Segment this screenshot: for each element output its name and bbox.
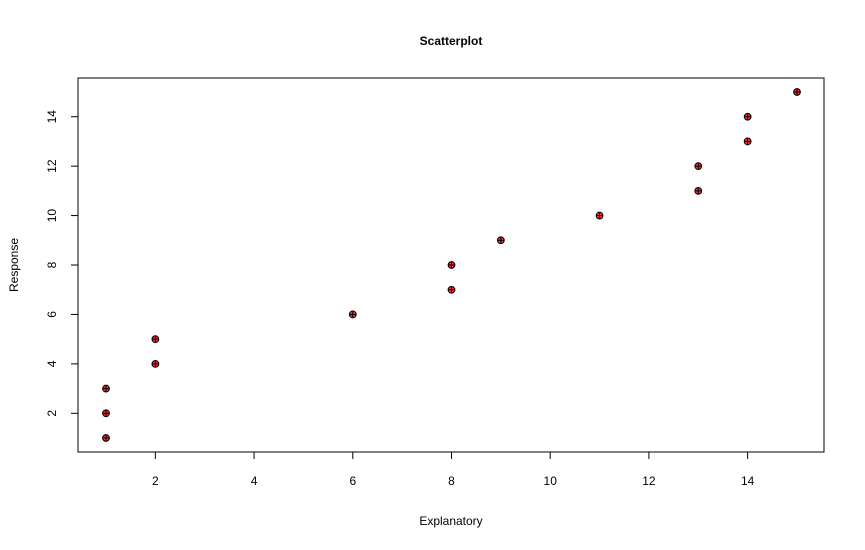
x-tick-label: 4 <box>251 474 258 488</box>
x-axis: 2 4 6 8 10 12 14 <box>152 451 755 488</box>
y-tick-label: 12 <box>45 159 59 173</box>
x-tick-label: 14 <box>741 474 755 488</box>
data-point <box>743 137 752 146</box>
y-tick-label: 6 <box>45 311 59 318</box>
data-point <box>595 211 604 220</box>
x-axis-label: Explanatory <box>419 514 482 528</box>
chart-title: Scatterplot <box>420 34 483 48</box>
data-point <box>348 310 357 319</box>
data-point <box>151 359 160 368</box>
x-tick-label: 8 <box>448 474 455 488</box>
data-point <box>793 88 801 96</box>
x-tick-label: 6 <box>349 474 356 488</box>
data-point <box>447 285 456 294</box>
y-tick-label: 4 <box>45 360 59 367</box>
x-tick-label: 12 <box>642 474 656 488</box>
y-tick-label: 8 <box>45 261 59 268</box>
y-tick-label: 14 <box>45 110 59 124</box>
y-axis-label: Response <box>7 238 21 292</box>
y-axis: 2 4 6 8 10 12 14 <box>45 110 79 417</box>
y-tick-label: 10 <box>45 209 59 223</box>
data-point <box>447 261 456 269</box>
data-point <box>694 186 703 195</box>
x-tick-label: 2 <box>152 474 159 488</box>
data-point <box>151 335 160 344</box>
data-point <box>743 112 752 121</box>
data-point <box>102 384 110 393</box>
data-point <box>496 236 505 245</box>
data-point <box>102 409 110 418</box>
data-points <box>102 88 801 442</box>
x-tick-label: 10 <box>544 474 558 488</box>
data-point <box>694 162 703 171</box>
y-tick-label: 2 <box>45 410 59 417</box>
data-point <box>102 434 110 442</box>
